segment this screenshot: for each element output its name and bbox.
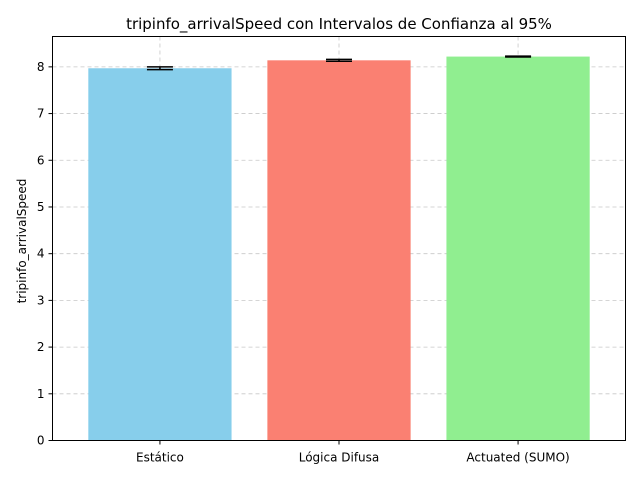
- y-tick-label: 2: [37, 340, 45, 354]
- error-bars-group: [146, 55, 532, 71]
- plot-frame: [52, 36, 626, 441]
- bars-group: [88, 56, 590, 441]
- y-axis-label: tripinfo_arrivalSpeed: [15, 179, 29, 304]
- x-tick-label: Lógica Difusa: [299, 451, 380, 465]
- y-tick-label: 1: [37, 387, 45, 401]
- y-axis-ticks: 0 1 2 3 4 5 6 7 8: [37, 60, 53, 448]
- bar: [267, 60, 411, 441]
- y-tick-label: 5: [37, 200, 45, 214]
- x-tick-label: Estático: [136, 451, 184, 465]
- y-tick-label: 6: [37, 153, 45, 167]
- y-tick-label: 0: [37, 434, 45, 448]
- x-tick-label: Actuated (SUMO): [466, 451, 569, 465]
- y-tick-label: 4: [37, 247, 45, 261]
- bar: [446, 56, 590, 441]
- y-tick-label: 3: [37, 293, 45, 307]
- y-tick-label: 7: [37, 107, 45, 121]
- x-axis-ticks: Estático Lógica Difusa Actuated (SUMO): [136, 440, 570, 465]
- chart-title: tripinfo_arrivalSpeed con Intervalos de …: [126, 15, 552, 34]
- y-tick-label: 8: [37, 60, 45, 74]
- bar: [88, 68, 232, 441]
